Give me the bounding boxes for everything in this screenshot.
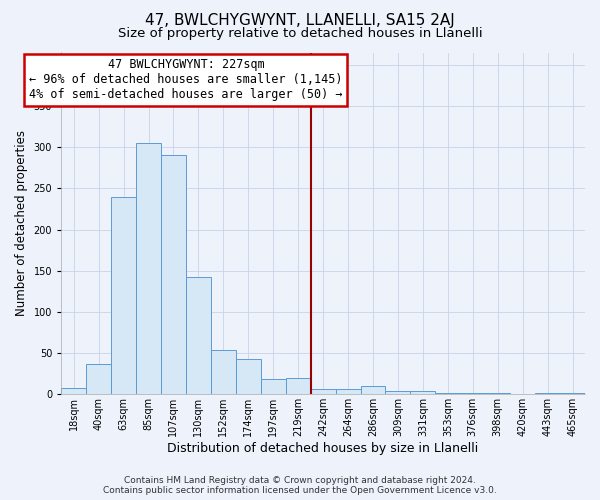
Bar <box>211 350 236 395</box>
Text: Size of property relative to detached houses in Llanelli: Size of property relative to detached ho… <box>118 28 482 40</box>
Bar <box>161 156 186 394</box>
Bar <box>136 143 161 395</box>
Bar <box>335 388 361 394</box>
Bar <box>236 359 261 394</box>
Text: 47 BWLCHYGWYNT: 227sqm
← 96% of detached houses are smaller (1,145)
4% of semi-d: 47 BWLCHYGWYNT: 227sqm ← 96% of detached… <box>29 58 343 102</box>
Text: 47, BWLCHYGWYNT, LLANELLI, SA15 2AJ: 47, BWLCHYGWYNT, LLANELLI, SA15 2AJ <box>145 12 455 28</box>
Bar <box>261 380 286 394</box>
Y-axis label: Number of detached properties: Number of detached properties <box>15 130 28 316</box>
Bar <box>361 386 385 394</box>
Bar <box>286 378 311 394</box>
Bar <box>410 391 436 394</box>
Bar <box>86 364 111 394</box>
Text: Contains HM Land Registry data © Crown copyright and database right 2024.
Contai: Contains HM Land Registry data © Crown c… <box>103 476 497 495</box>
X-axis label: Distribution of detached houses by size in Llanelli: Distribution of detached houses by size … <box>167 442 479 455</box>
Bar <box>61 388 86 394</box>
Bar <box>436 392 460 394</box>
Bar <box>311 388 335 394</box>
Bar <box>385 391 410 394</box>
Bar <box>535 392 560 394</box>
Bar <box>111 196 136 394</box>
Bar <box>186 276 211 394</box>
